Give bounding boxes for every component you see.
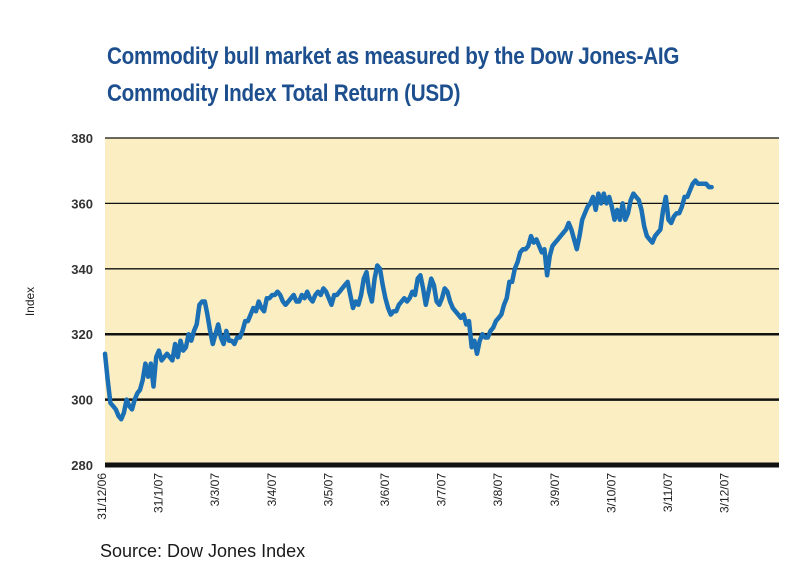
y-tick-label: 300 (71, 393, 93, 408)
chart-title-line-1: Commodity bull market as measured by the… (107, 43, 680, 70)
x-tick-label: 31/1/07 (152, 473, 166, 513)
x-tick-label: 3/10/07 (604, 473, 618, 513)
x-tick-label: 3/8/07 (491, 473, 505, 507)
y-axis-label: Index (23, 287, 37, 316)
x-tick-label: 3/11/07 (661, 473, 675, 512)
x-tick-label: 3/5/07 (321, 473, 335, 507)
x-tick-label: 3/7/07 (435, 473, 449, 507)
y-tick-label: 340 (71, 262, 93, 277)
y-axis-ticks: 280 300 320 340 360 380 (71, 131, 93, 473)
chart-title: Commodity bull market as measured by the… (107, 38, 679, 112)
source-note: Source: Dow Jones Index (100, 541, 306, 561)
x-tick-label: 31/12/06 (95, 473, 109, 520)
y-tick-label: 280 (71, 458, 93, 473)
x-tick-label: 3/12/07 (718, 473, 732, 513)
y-tick-label: 380 (71, 131, 93, 146)
y-tick-label: 320 (71, 327, 93, 342)
x-tick-label: 3/6/07 (378, 473, 392, 507)
x-axis-ticks: 31/12/06 31/1/07 3/3/07 3/4/07 3/5/07 3/6/07 3… (95, 473, 732, 520)
y-tick-label: 360 (71, 196, 93, 211)
series-group (102, 178, 714, 422)
series-line (102, 178, 714, 422)
x-tick-label: 3/3/07 (208, 473, 222, 507)
x-tick-label: 3/9/07 (548, 473, 562, 507)
x-tick-label: 3/4/07 (265, 473, 279, 507)
chart-title-line-2: Commodity Index Total Return (USD) (107, 80, 461, 107)
